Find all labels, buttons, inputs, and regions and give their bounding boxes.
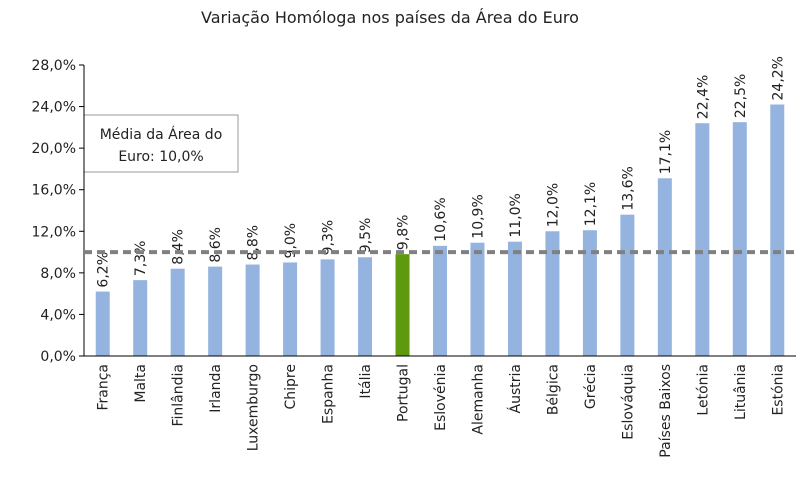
x-category-label: Eslovénia — [433, 364, 449, 431]
bar — [732, 122, 747, 357]
y-tick-label: 28,0% — [32, 58, 76, 74]
bar-value-label: 9,5% — [358, 218, 374, 254]
chart-title: Variação Homóloga nos países da Área do … — [201, 8, 579, 27]
x-category-label: Letónia — [695, 364, 711, 416]
x-category-label: Luxemburgo — [246, 364, 262, 451]
y-tick-label: 4,0% — [40, 307, 76, 323]
x-axis: França Malta Finlândia Irlanda Luxemburgo Chi… — [84, 355, 796, 458]
bar — [470, 242, 485, 356]
x-category-label: Grécia — [583, 364, 599, 409]
bar — [695, 123, 710, 356]
bar — [770, 104, 785, 356]
bar-value-label: 13,6% — [620, 166, 636, 210]
bar — [133, 280, 148, 356]
y-tick-label: 16,0% — [32, 183, 76, 199]
y-tick-label: 20,0% — [32, 141, 76, 157]
bar — [582, 230, 597, 356]
bar-value-label: 17,1% — [658, 130, 674, 174]
bar-value-label: 9,0% — [283, 223, 299, 259]
x-category-label: Irlanda — [208, 364, 224, 413]
x-category-label: Estónia — [770, 364, 786, 416]
bar — [95, 291, 110, 356]
annotation-line-2: Euro: 10,0% — [118, 149, 203, 165]
bar — [507, 241, 522, 356]
x-category-label: Portugal — [396, 364, 412, 422]
x-category-label: França — [96, 364, 112, 411]
bar — [358, 257, 373, 356]
annotation-box: Média da Área do Euro: 10,0% — [83, 114, 239, 173]
bar — [657, 178, 672, 356]
bar-value-label: 10,9% — [470, 194, 486, 238]
y-tick-label: 12,0% — [32, 224, 76, 240]
bar — [245, 264, 260, 356]
bar-value-label: 10,6% — [433, 197, 449, 241]
bar-value-label: 9,3% — [321, 220, 337, 256]
y-axis: 0,0% 4,0% 8,0% 12,0% 16,0% 20,0% 24,0% 28,0% — [32, 58, 85, 365]
bar — [395, 254, 410, 356]
x-category-label: Lituânia — [733, 364, 749, 420]
y-tick-label: 8,0% — [40, 266, 76, 282]
bar — [283, 262, 298, 356]
bar — [208, 266, 223, 356]
bar-value-label: 9,8% — [396, 215, 412, 251]
value-labels: 6,2% 7,3% 8,4% 8,6% 8,8% 9,0% 9,3% 9,5% 9,8% 10,6… — [96, 56, 787, 288]
bar-value-label: 22,4% — [695, 75, 711, 119]
bar-value-label: 12,1% — [583, 182, 599, 226]
x-category-label: Espanha — [321, 364, 337, 424]
bar — [433, 245, 447, 356]
x-category-label: Eslováquia — [620, 364, 636, 440]
y-tick-label: 0,0% — [40, 349, 76, 365]
bar-value-label: 8,6% — [208, 227, 224, 263]
bar-value-label: 6,2% — [96, 252, 112, 288]
x-category-label: Malta — [133, 364, 149, 403]
bar-value-label: 24,2% — [770, 56, 786, 100]
x-category-label: Finlândia — [171, 364, 187, 427]
x-category-label: Áustria — [507, 364, 524, 413]
bar — [620, 214, 635, 356]
annotation-line-1: Média da Área do — [100, 126, 223, 143]
bars — [95, 104, 785, 357]
bar-value-label: 7,3% — [133, 241, 149, 277]
bar-value-label: 11,0% — [508, 193, 524, 237]
x-category-label: Chipre — [283, 364, 299, 410]
x-category-label: Alemanha — [470, 364, 486, 435]
bar-value-label: 8,4% — [171, 229, 187, 265]
x-category-label: Bélgica — [545, 364, 561, 415]
annotation-frame — [83, 114, 239, 173]
bar-value-label: 22,5% — [733, 74, 749, 118]
x-category-label: Itália — [358, 364, 374, 399]
bar-value-label: 8,8% — [246, 225, 262, 261]
bar — [170, 268, 185, 356]
x-category-label: Países Baixos — [658, 364, 674, 458]
y-tick-label: 24,0% — [32, 100, 76, 116]
bar — [545, 231, 560, 356]
bar-value-label: 12,0% — [545, 183, 561, 227]
bar — [320, 259, 335, 356]
